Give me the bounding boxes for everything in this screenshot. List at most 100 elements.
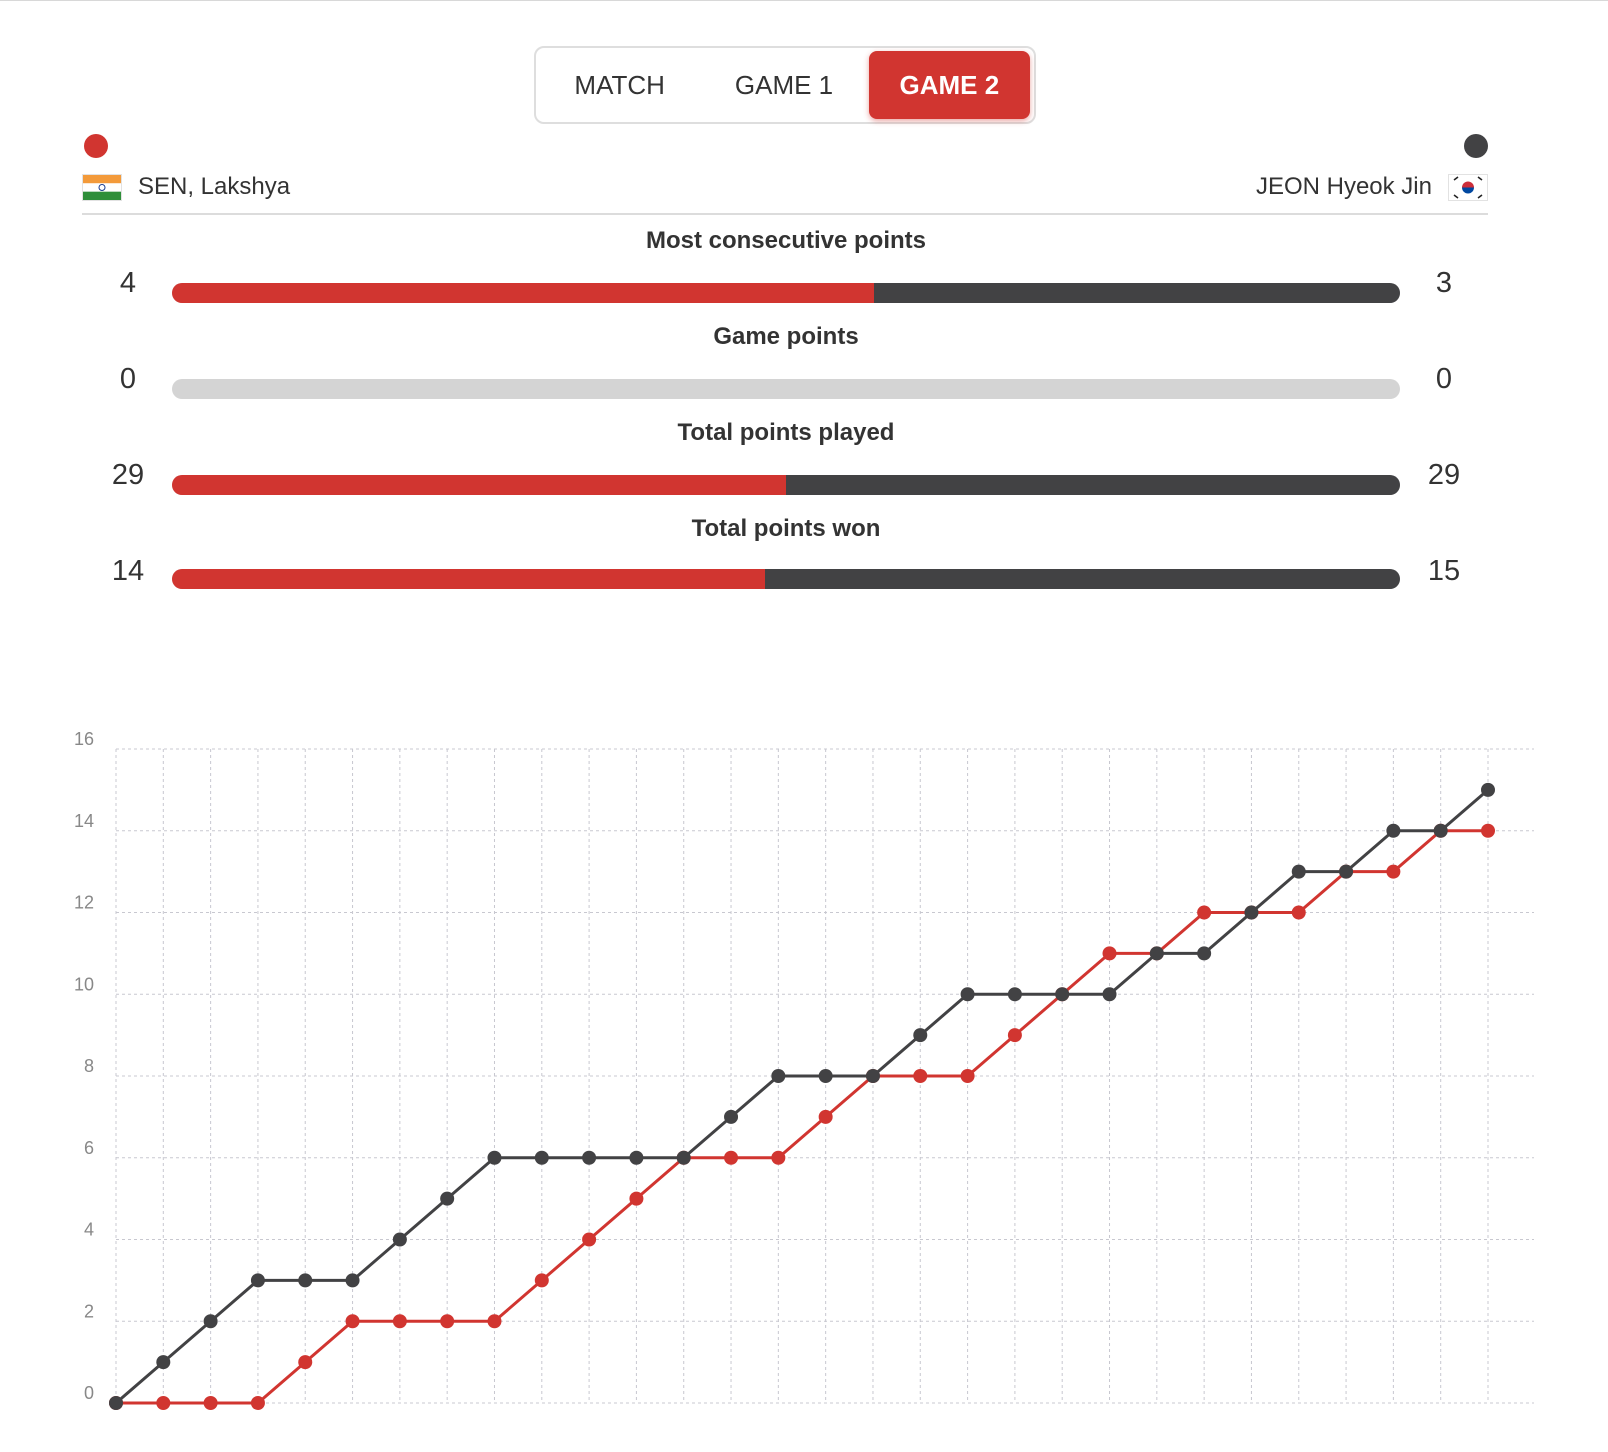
header-divider — [82, 213, 1488, 215]
tab-game-1[interactable]: GAME 1 — [734, 69, 834, 100]
y-tick-label: 2 — [84, 1301, 94, 1321]
data-point — [1007, 987, 1022, 1002]
data-point — [1197, 946, 1212, 961]
data-point — [534, 1150, 549, 1165]
series-1 — [109, 823, 1495, 1410]
stat-bar-left-segment — [172, 569, 765, 589]
data-point — [1007, 1028, 1022, 1043]
data-point — [250, 1396, 265, 1410]
data-point — [676, 1150, 691, 1165]
stat-value-left: 29 — [111, 459, 145, 491]
stat-bar-right-segment — [172, 379, 1400, 399]
y-tick-label: 8 — [84, 1056, 94, 1076]
data-point — [960, 1069, 975, 1083]
stat-title: Total points won — [691, 515, 881, 542]
stat-bar-left-segment — [172, 475, 786, 495]
data-point — [1197, 905, 1212, 920]
data-point — [1102, 987, 1117, 1002]
data-point — [818, 1069, 833, 1083]
stat-bar-right-segment — [764, 569, 1400, 589]
stat-value-left: 0 — [119, 363, 137, 395]
stat-title: Total points played — [677, 419, 895, 446]
data-point — [1149, 946, 1164, 961]
data-point — [156, 1396, 171, 1410]
data-point — [1386, 823, 1401, 838]
data-point — [440, 1314, 455, 1329]
data-point — [487, 1314, 502, 1329]
player1-name: SEN, Lakshya — [138, 173, 291, 200]
chart-grid: 0 2 4 6 8 10 12 14 16 — [74, 731, 1534, 1404]
data-point — [298, 1355, 313, 1370]
data-point — [298, 1273, 313, 1288]
stat-value-right: 3 — [1435, 267, 1453, 299]
data-point — [203, 1314, 218, 1329]
data-point — [629, 1191, 644, 1206]
data-point — [582, 1232, 597, 1247]
score-progression-chart: 0 2 4 6 8 10 12 14 16 — [74, 731, 1534, 1410]
stat-value-right: 15 — [1427, 555, 1461, 587]
stat-value-right: 29 — [1427, 459, 1461, 491]
stat-value-left: 14 — [111, 555, 145, 587]
data-point — [1291, 864, 1306, 879]
data-point — [1386, 864, 1401, 879]
data-point — [629, 1150, 644, 1165]
player1-header: SEN, Lakshya — [82, 167, 290, 207]
data-point — [534, 1273, 549, 1288]
data-point — [913, 1028, 928, 1043]
player1-color-dot — [84, 134, 108, 158]
data-point — [1102, 946, 1117, 961]
tab-game-2[interactable]: GAME 2 — [868, 51, 1030, 119]
data-point — [1433, 823, 1448, 838]
y-tick-label: 12 — [74, 893, 94, 913]
stat-bar — [172, 283, 1400, 303]
data-point — [724, 1109, 739, 1124]
tab-match[interactable]: MATCH — [574, 69, 665, 100]
data-point — [109, 1396, 123, 1410]
india-flag-icon — [82, 173, 122, 201]
y-tick-label: 10 — [74, 974, 94, 994]
y-tick-label: 6 — [84, 1138, 94, 1158]
data-point — [582, 1150, 597, 1165]
y-tick-label: 14 — [74, 811, 94, 831]
data-point — [1481, 823, 1495, 838]
stat-bar-right-segment — [786, 475, 1400, 495]
data-point — [724, 1150, 739, 1165]
data-point — [771, 1069, 786, 1083]
stat-value-right: 0 — [1435, 363, 1453, 395]
data-point — [345, 1273, 360, 1288]
y-tick-label: 4 — [84, 1220, 94, 1240]
data-point — [203, 1396, 218, 1410]
series-line — [116, 829, 1488, 1405]
data-point — [345, 1314, 360, 1329]
stat-bar — [172, 379, 1400, 399]
stat-title: Game points — [713, 323, 859, 350]
stat-value-left: 4 — [119, 267, 137, 299]
south-korea-flag-icon — [1448, 173, 1488, 201]
data-point — [818, 1109, 833, 1124]
series-line — [115, 788, 1489, 1405]
player2-name: JEON Hyeok Jin — [1255, 173, 1432, 200]
data-point — [1481, 782, 1495, 797]
stat-bar-left-segment — [172, 283, 874, 303]
data-point — [771, 1150, 786, 1165]
data-point — [156, 1355, 171, 1370]
y-tick-label: 0 — [84, 1383, 94, 1403]
y-tick-label: 16 — [74, 731, 94, 749]
stat-bar-right-segment — [873, 283, 1400, 303]
stat-bar — [172, 569, 1400, 589]
stat-bar — [172, 475, 1400, 495]
stat-title: Most consecutive points — [645, 227, 927, 254]
data-point — [440, 1191, 455, 1206]
series-2 — [109, 782, 1495, 1410]
data-point — [392, 1232, 407, 1247]
data-point — [1055, 987, 1070, 1002]
data-point — [960, 987, 975, 1002]
data-point — [1244, 905, 1259, 920]
data-point — [487, 1150, 502, 1165]
data-point — [913, 1069, 928, 1083]
player2-color-dot — [1464, 134, 1488, 158]
player2-header: JEON Hyeok Jin — [1256, 167, 1488, 207]
data-point — [1291, 905, 1306, 920]
data-point — [1339, 864, 1354, 879]
